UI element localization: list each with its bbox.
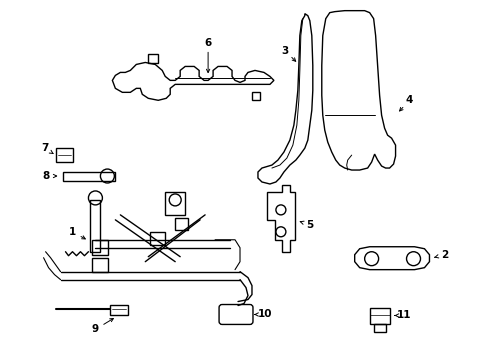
Text: 10: 10: [257, 310, 272, 319]
Text: 2: 2: [440, 250, 447, 260]
Text: 4: 4: [405, 95, 412, 105]
Text: 11: 11: [396, 310, 411, 320]
Text: 5: 5: [305, 220, 313, 230]
Text: 1: 1: [69, 227, 76, 237]
Text: 8: 8: [42, 171, 49, 181]
Text: 3: 3: [281, 45, 288, 55]
Text: 9: 9: [92, 324, 99, 334]
Text: 7: 7: [41, 143, 48, 153]
Text: 6: 6: [204, 37, 211, 48]
